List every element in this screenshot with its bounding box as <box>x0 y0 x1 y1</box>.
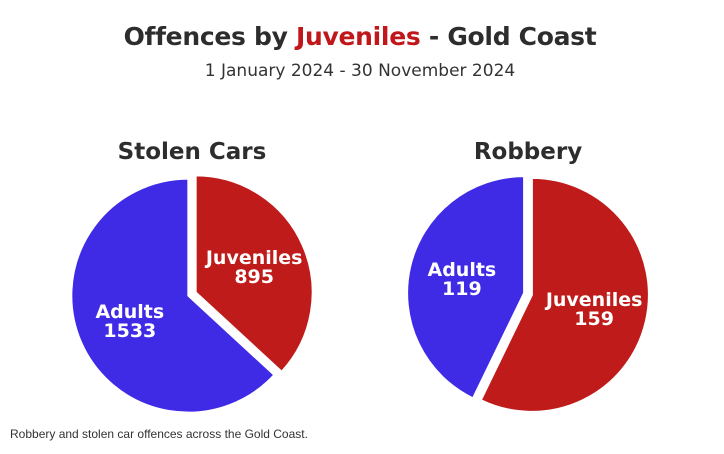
chart-subtitle: 1 January 2024 - 30 November 2024 <box>204 61 516 81</box>
title-suffix: - Gold Coast <box>428 22 597 51</box>
slice-adults <box>70 177 276 414</box>
slice-label-juveniles: Juveniles <box>204 247 303 269</box>
slice-juveniles <box>479 176 650 413</box>
slice-adults <box>406 175 526 400</box>
title-prefix: Offences by <box>123 22 288 51</box>
slice-value-adults: 1533 <box>103 320 156 342</box>
pie-title-robbery: Robbery <box>473 139 583 165</box>
pie-charts: Juveniles895Adults1533Juveniles159Adults… <box>70 174 650 414</box>
pie-title-stolen-cars: Stolen Cars <box>117 139 267 165</box>
slice-value-juveniles: 895 <box>234 266 274 288</box>
figure-caption: Robbery and stolen car offences across t… <box>10 427 308 441</box>
slice-value-adults: 119 <box>442 278 482 300</box>
slice-value-juveniles: 159 <box>574 308 614 330</box>
chart-title: Offences by Juveniles - Gold Coast <box>0 22 720 51</box>
slice-juveniles <box>194 174 314 373</box>
slice-label-juveniles: Juveniles <box>544 289 643 311</box>
title-accent: Juveniles <box>296 22 421 51</box>
slice-label-adults: Adults <box>427 259 496 281</box>
slice-label-adults: Adults <box>95 301 164 323</box>
